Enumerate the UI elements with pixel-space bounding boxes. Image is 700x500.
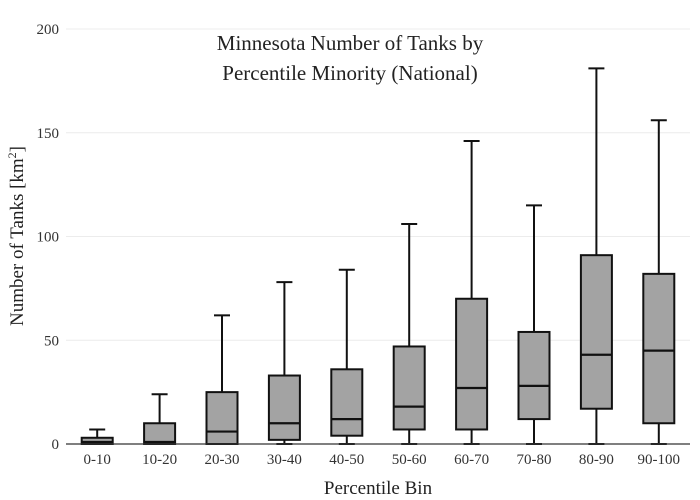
y-axis-label-end: ] [7, 146, 28, 152]
y-axis-label-main: Number of Tanks [km [7, 158, 28, 326]
x-tick-label-50-60: 50-60 [392, 452, 427, 468]
iqr-box-20-30 [205, 391, 239, 445]
x-tick-label-90-100: 90-100 [638, 452, 681, 468]
x-tick-label-0-10: 0-10 [83, 452, 111, 468]
box-0-10 [80, 428, 114, 445]
iqr-box-50-60 [392, 345, 426, 431]
box-70-80 [517, 204, 551, 445]
iqr-box-40-50 [330, 368, 364, 437]
y-axis-label-superscript: 2 [5, 152, 19, 158]
chart-title-line-1: Minnesota Number of Tanks by [217, 31, 484, 55]
box-20-30 [205, 314, 239, 445]
box-30-40 [267, 281, 301, 445]
x-tick-label-70-80: 70-80 [517, 452, 552, 468]
box-40-50 [330, 268, 364, 445]
y-tick-labels: 0 50 100 150 200 [37, 22, 60, 453]
box-60-70 [455, 140, 489, 445]
box-10-20 [143, 393, 177, 445]
x-tick-label-20-30: 20-30 [205, 452, 240, 468]
x-axis-label: Percentile Bin [324, 478, 433, 499]
x-tick-label-80-90: 80-90 [579, 452, 614, 468]
x-tick-label-30-40: 30-40 [267, 452, 302, 468]
iqr-box-60-70 [455, 297, 489, 431]
iqr-box-90-100 [642, 272, 676, 425]
chart-title-line-2: Percentile Minority (National) [222, 61, 477, 85]
iqr-box-80-90 [579, 254, 613, 410]
y-axis-label: Number of Tanks [km2] [5, 146, 28, 326]
iqr-box-30-40 [267, 374, 301, 441]
y-tick-label-100: 100 [37, 230, 60, 246]
y-tick-label-200: 200 [37, 22, 60, 38]
iqr-box-70-80 [517, 330, 551, 421]
x-tick-label-10-20: 10-20 [142, 452, 177, 468]
x-tick-label-40-50: 40-50 [329, 452, 364, 468]
y-tick-label-50: 50 [44, 333, 59, 349]
box-50-60 [392, 223, 426, 445]
x-tick-label-60-70: 60-70 [454, 452, 489, 468]
box-80-90 [579, 67, 613, 445]
y-tick-label-0: 0 [52, 437, 60, 453]
box-layer [80, 67, 676, 445]
x-tick-labels: 0-10 10-20 20-30 30-40 40-50 50-60 60-70 70-80 8… [83, 452, 680, 468]
box-90-100 [642, 119, 676, 445]
y-tick-label-150: 150 [37, 126, 60, 142]
